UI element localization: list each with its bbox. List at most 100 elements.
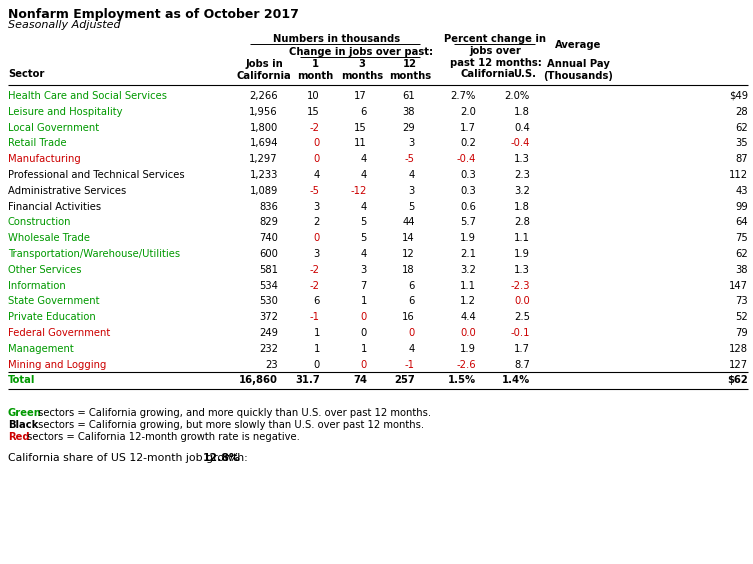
Text: 23: 23 [265, 360, 278, 369]
Text: 1.9: 1.9 [460, 344, 476, 354]
Text: 6: 6 [409, 281, 415, 290]
Text: Information: Information [8, 281, 66, 290]
Text: 31.7: 31.7 [295, 376, 320, 385]
Text: 4: 4 [361, 201, 367, 212]
Text: 11: 11 [354, 138, 367, 148]
Text: 581: 581 [259, 265, 278, 275]
Text: 16,860: 16,860 [239, 376, 278, 385]
Text: -0.1: -0.1 [511, 328, 530, 338]
Text: 5: 5 [409, 201, 415, 212]
Text: 1,800: 1,800 [250, 122, 278, 133]
Text: 5.7: 5.7 [460, 217, 476, 227]
Text: 1.2: 1.2 [460, 297, 476, 306]
Text: Red: Red [8, 432, 29, 442]
Text: sectors = California 12-month growth rate is negative.: sectors = California 12-month growth rat… [25, 432, 300, 442]
Text: 1.5%: 1.5% [448, 376, 476, 385]
Text: 6: 6 [361, 107, 367, 117]
Text: sectors = California growing, and more quickly than U.S. over past 12 months.: sectors = California growing, and more q… [35, 408, 431, 418]
Text: 0: 0 [314, 360, 320, 369]
Text: Transportation/Warehouse/Utilities: Transportation/Warehouse/Utilities [8, 249, 180, 259]
Text: 4: 4 [314, 170, 320, 180]
Text: 2.8: 2.8 [514, 217, 530, 227]
Text: Mining and Logging: Mining and Logging [8, 360, 106, 369]
Text: 3: 3 [409, 138, 415, 148]
Text: 1.4%: 1.4% [501, 376, 530, 385]
Text: 35: 35 [736, 138, 748, 148]
Text: 3: 3 [409, 186, 415, 196]
Text: 38: 38 [736, 265, 748, 275]
Text: 3: 3 [314, 249, 320, 259]
Text: California: California [461, 69, 515, 79]
Text: 1: 1 [314, 344, 320, 354]
Text: 28: 28 [736, 107, 748, 117]
Text: U.S.: U.S. [514, 69, 536, 79]
Text: -2.6: -2.6 [456, 360, 476, 369]
Text: 12
months: 12 months [389, 59, 431, 81]
Text: 3
months: 3 months [341, 59, 383, 81]
Text: $62: $62 [727, 376, 748, 385]
Text: Management: Management [8, 344, 74, 354]
Text: 0.6: 0.6 [460, 201, 476, 212]
Text: 2.3: 2.3 [514, 170, 530, 180]
Text: 0.4: 0.4 [514, 122, 530, 133]
Text: Numbers in thousands: Numbers in thousands [273, 34, 400, 44]
Text: California share of US 12-month job growth:: California share of US 12-month job grow… [8, 453, 248, 463]
Text: 61: 61 [402, 91, 415, 101]
Text: 6: 6 [314, 297, 320, 306]
Text: 1.9: 1.9 [514, 249, 530, 259]
Text: Federal Government: Federal Government [8, 328, 110, 338]
Text: -1: -1 [405, 360, 415, 369]
Text: Annual Pay
(Thousands): Annual Pay (Thousands) [543, 59, 613, 81]
Text: $49: $49 [729, 91, 748, 101]
Text: 1,694: 1,694 [249, 138, 278, 148]
Text: 10: 10 [307, 91, 320, 101]
Text: 1.1: 1.1 [514, 233, 530, 243]
Text: Average: Average [555, 40, 601, 50]
Text: 0: 0 [314, 154, 320, 164]
Text: Health Care and Social Services: Health Care and Social Services [8, 91, 167, 101]
Text: Seasonally Adjusted: Seasonally Adjusted [8, 20, 120, 30]
Text: Percent change in
jobs over
past 12 months:: Percent change in jobs over past 12 mont… [444, 34, 547, 68]
Text: 18: 18 [402, 265, 415, 275]
Text: 1.7: 1.7 [460, 122, 476, 133]
Text: 836: 836 [259, 201, 278, 212]
Text: 2: 2 [314, 217, 320, 227]
Text: 14: 14 [402, 233, 415, 243]
Text: 1,297: 1,297 [249, 154, 278, 164]
Text: Retail Trade: Retail Trade [8, 138, 66, 148]
Text: 1.3: 1.3 [514, 154, 530, 164]
Text: 38: 38 [403, 107, 415, 117]
Text: 15: 15 [354, 122, 367, 133]
Text: 1: 1 [361, 297, 367, 306]
Text: -0.4: -0.4 [511, 138, 530, 148]
Text: 12.8%: 12.8% [203, 453, 241, 463]
Text: 0: 0 [409, 328, 415, 338]
Text: 4: 4 [409, 170, 415, 180]
Text: 2.5: 2.5 [514, 312, 530, 322]
Text: 1,089: 1,089 [250, 186, 278, 196]
Text: -2: -2 [310, 265, 320, 275]
Text: Total: Total [8, 376, 35, 385]
Text: -12: -12 [351, 186, 367, 196]
Text: 87: 87 [736, 154, 748, 164]
Text: Wholesale Trade: Wholesale Trade [8, 233, 90, 243]
Text: 75: 75 [735, 233, 748, 243]
Text: Professional and Technical Services: Professional and Technical Services [8, 170, 184, 180]
Text: sectors = California growing, but more slowly than U.S. over past 12 months.: sectors = California growing, but more s… [35, 420, 425, 430]
Text: 44: 44 [403, 217, 415, 227]
Text: 1: 1 [361, 344, 367, 354]
Text: -5: -5 [405, 154, 415, 164]
Text: 3.2: 3.2 [460, 265, 476, 275]
Text: 29: 29 [402, 122, 415, 133]
Text: 0: 0 [361, 328, 367, 338]
Text: 4: 4 [361, 170, 367, 180]
Text: 43: 43 [736, 186, 748, 196]
Text: 1: 1 [314, 328, 320, 338]
Text: 112: 112 [729, 170, 748, 180]
Text: 0: 0 [361, 312, 367, 322]
Text: 1.8: 1.8 [514, 201, 530, 212]
Text: 530: 530 [259, 297, 278, 306]
Text: 52: 52 [735, 312, 748, 322]
Text: 1.9: 1.9 [460, 233, 476, 243]
Text: Jobs in
California: Jobs in California [236, 59, 291, 81]
